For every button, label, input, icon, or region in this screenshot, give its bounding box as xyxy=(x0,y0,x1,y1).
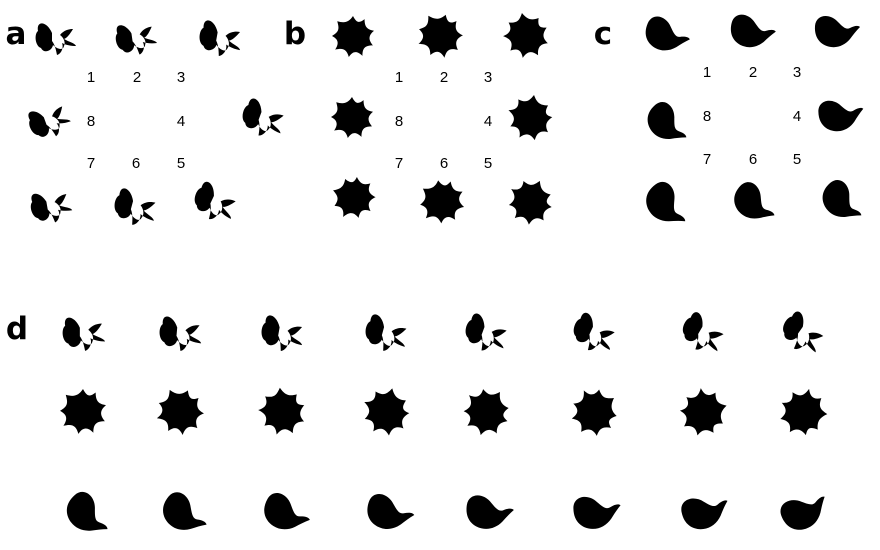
panel-d-row-3-shape-7 xyxy=(678,489,733,534)
panel-d-row-3-shape-4 xyxy=(363,491,418,536)
panel-d-row-2-shape-5 xyxy=(460,385,513,439)
panel-d-row-3-shape-3 xyxy=(257,489,315,540)
panel-a-shape-1 xyxy=(35,23,77,55)
panel-b-shape-3 xyxy=(495,5,557,66)
panel-d-row-3-shape-1 xyxy=(59,487,116,545)
panel-c-position-label-4: 4 xyxy=(793,108,801,125)
panel-a-shape-2 xyxy=(113,20,159,58)
panel-d-row-1-shape-2 xyxy=(158,315,204,353)
panel-a-position-label-1: 1 xyxy=(87,69,95,86)
panel-c-shape-3 xyxy=(814,16,860,48)
panel-a-position-label-6: 6 xyxy=(132,155,140,172)
panel-letter-d: d xyxy=(6,311,28,347)
panel-a-shape-3 xyxy=(196,19,245,60)
blob-layer xyxy=(25,5,870,545)
panel-c-shape-5 xyxy=(815,175,870,230)
panel-a-position-label-8: 8 xyxy=(87,113,95,130)
panel-b-position-label-3: 3 xyxy=(484,69,492,86)
panel-letter-a: a xyxy=(6,16,27,52)
panel-letter-c: c xyxy=(594,16,612,52)
panel-b-shape-6 xyxy=(416,176,468,227)
panel-d-row-1-shape-6 xyxy=(567,310,621,359)
panel-a-position-label-4: 4 xyxy=(177,113,185,130)
panel-b-position-label-5: 5 xyxy=(484,155,492,172)
panel-a-shape-6 xyxy=(110,186,161,230)
panel-c-position-label-6: 6 xyxy=(749,151,757,168)
panel-b-shape-7 xyxy=(326,170,382,225)
panel-b-shape-2 xyxy=(413,9,467,62)
panel-a-position-label-2: 2 xyxy=(133,69,141,86)
panel-c-position-label-3: 3 xyxy=(793,64,801,81)
panel-c-shape-1 xyxy=(640,13,694,59)
panel-d-row-2-shape-8 xyxy=(771,380,836,445)
panel-d-row-2-shape-1 xyxy=(60,389,106,434)
panel-d-row-3-shape-8 xyxy=(776,486,834,537)
panel-c-shape-4 xyxy=(817,97,866,133)
panel-d-row-1-shape-8 xyxy=(775,308,830,361)
panel-b-position-label-7: 7 xyxy=(395,155,403,172)
panel-d-row-2-shape-3 xyxy=(250,379,315,444)
panel-d-row-2-shape-7 xyxy=(672,381,735,444)
panel-a-shape-5 xyxy=(188,179,242,228)
panel-a-shape-4 xyxy=(237,96,289,143)
panel-d-row-1-shape-5 xyxy=(460,311,512,358)
panel-b-shape-8 xyxy=(331,97,373,138)
text-layer: a 1 2 3 4 5 6 7 8 b 1 2 3 4 5 6 7 8 c 1 2 3 4 5 6 7 8 d xyxy=(6,16,802,347)
panel-b-shape-4 xyxy=(500,87,561,149)
panel-a-position-label-5: 5 xyxy=(177,155,185,172)
panel-d-row-3-shape-5 xyxy=(464,494,515,532)
panel-a-position-label-7: 7 xyxy=(87,155,95,172)
panel-c-position-label-1: 1 xyxy=(703,64,711,81)
panel-d-row-3-shape-2 xyxy=(155,488,214,543)
panel-a-shape-8 xyxy=(25,99,74,144)
panel-c-position-label-8: 8 xyxy=(703,108,711,125)
panel-d-row-2-shape-2 xyxy=(150,382,210,441)
panel-d-row-2-shape-4 xyxy=(355,380,418,443)
panel-c-shape-2 xyxy=(727,12,778,52)
panel-d-row-2-shape-6 xyxy=(568,385,621,439)
panel-b-shape-1 xyxy=(332,16,374,57)
panel-c-position-label-5: 5 xyxy=(793,151,801,168)
panel-b-position-label-6: 6 xyxy=(440,155,448,172)
panel-d-row-1-shape-1 xyxy=(62,317,106,351)
panel-letter-b: b xyxy=(284,16,306,52)
panel-a-shape-7 xyxy=(28,187,74,227)
panel-c-position-label-2: 2 xyxy=(749,64,757,81)
panel-b-position-label-1: 1 xyxy=(395,69,403,86)
panel-d-row-1-shape-7 xyxy=(675,309,730,360)
panel-d-row-3-shape-6 xyxy=(572,493,623,531)
panel-a-position-label-3: 3 xyxy=(177,69,185,86)
panel-c-shape-8 xyxy=(640,97,695,152)
panel-b-position-label-2: 2 xyxy=(440,69,448,86)
panel-d-row-1-shape-4 xyxy=(361,312,412,356)
panel-c-position-label-7: 7 xyxy=(703,151,711,168)
panel-b-position-label-4: 4 xyxy=(484,113,492,130)
panel-d-row-1-shape-3 xyxy=(258,314,307,355)
panel-b-position-label-8: 8 xyxy=(395,113,403,130)
panel-c-shape-6 xyxy=(726,177,782,231)
panel-b-shape-5 xyxy=(502,173,559,230)
panel-c-shape-7 xyxy=(638,177,695,235)
